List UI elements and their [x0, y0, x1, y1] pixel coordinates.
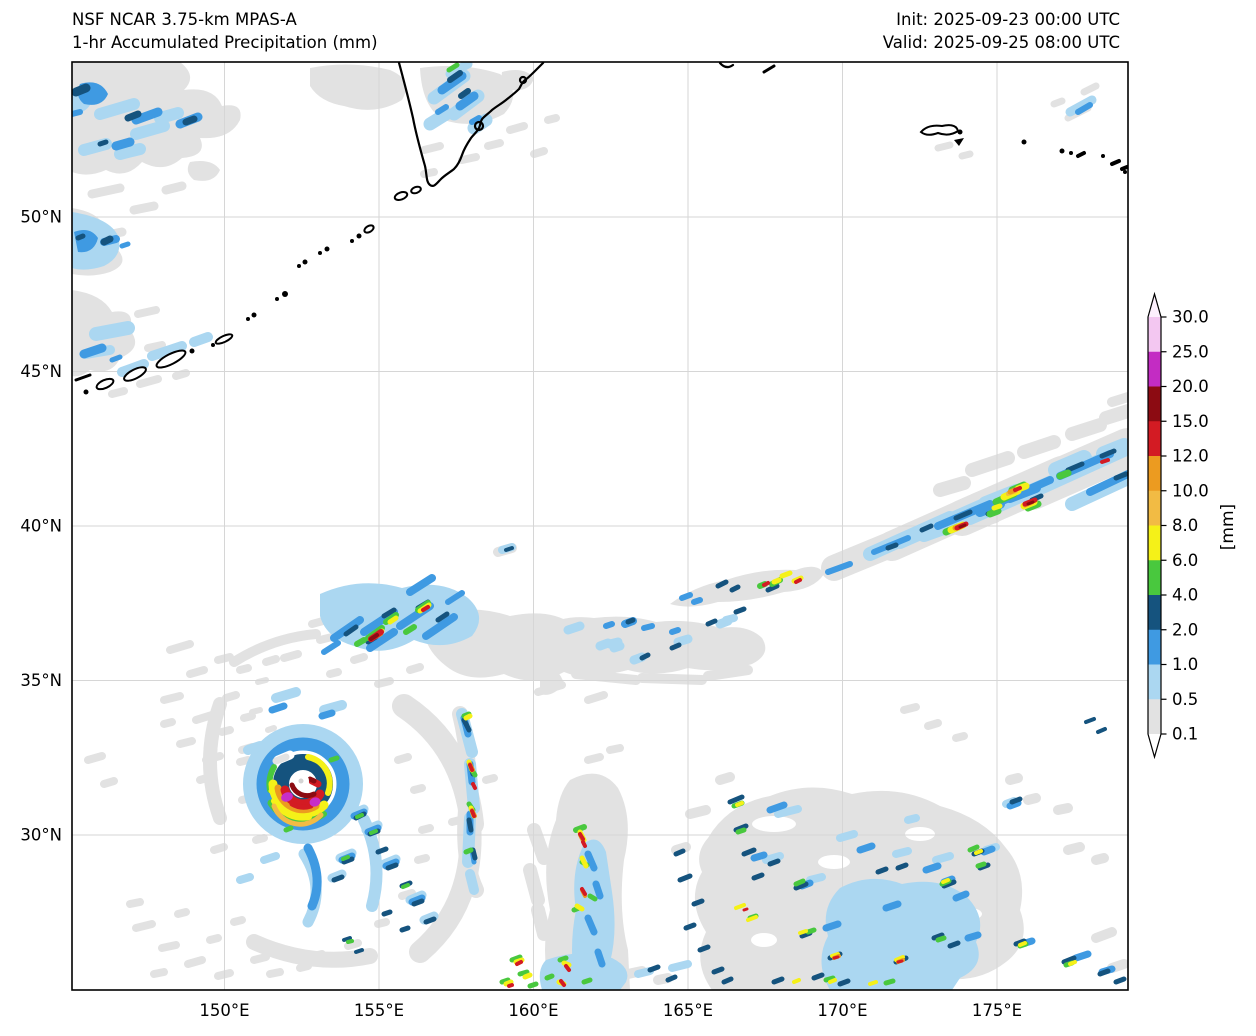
colorbar: 30.0 25.0 20.0 15.0 12.0 10.0 8.0 6.0 4.0 2.0 1.0 0…: [1147, 291, 1238, 760]
lat-lon-gridlines: [72, 62, 1128, 990]
colorbar-segment: [1148, 629, 1161, 665]
precip-layer-magenta-and-eye: [272, 750, 321, 807]
x-tick-label: 160°E: [508, 1001, 558, 1020]
colorbar-segment: [1148, 490, 1161, 526]
commander-aleutian-islands: [762, 64, 1128, 174]
colorbar-tick-label: 0.1: [1172, 725, 1198, 744]
plot-frame: [71, 61, 1129, 991]
y-tick-label: 35°N: [20, 671, 62, 690]
colorbar-under-arrow: [1148, 734, 1161, 757]
x-tick-label: 155°E: [354, 1001, 404, 1020]
field-title: 1-hr Accumulated Precipitation (mm): [72, 33, 378, 52]
colorbar-tick-label: 15.0: [1172, 412, 1209, 431]
colorbar-tick-label: 1.0: [1172, 655, 1198, 674]
colorbar-segment: [1148, 421, 1161, 457]
x-tick-label: 170°E: [817, 1001, 867, 1020]
colorbar-over-arrow: [1148, 294, 1161, 317]
colorbar-tick-label: 25.0: [1172, 342, 1209, 361]
colorbar-tick-label: 12.0: [1172, 447, 1209, 466]
colorbar-segment: [1148, 699, 1161, 735]
colorbar-segment: [1148, 351, 1161, 387]
colorbar-segment: [1148, 595, 1161, 631]
valid-time-label: Valid: 2025-09-25 08:00 UTC: [883, 33, 1120, 52]
colorbar-tick-label: 10.0: [1172, 481, 1209, 500]
colorbar-tick-label: 6.0: [1172, 551, 1198, 570]
colorbar-segment: [1148, 525, 1161, 561]
x-tick-label: 175°E: [972, 1001, 1022, 1020]
y-tick-label: 40°N: [20, 517, 62, 536]
x-tick-label: 165°E: [663, 1001, 713, 1020]
init-time-label: Init: 2025-09-23 00:00 UTC: [896, 10, 1120, 29]
colorbar-tick-label: 2.0: [1172, 620, 1198, 639]
colorbar-tick-label: 30.0: [1172, 308, 1209, 327]
colorbar-segment: [1148, 664, 1161, 700]
colorbar-segment: [1148, 456, 1161, 492]
axis-labels: 150°E 155°E 160°E 165°E 170°E 175°E 50°N 45°N 40…: [20, 208, 1022, 1021]
y-tick-label: 30°N: [20, 826, 62, 845]
colorbar-segment: [1148, 386, 1161, 422]
colorbar-tick-label: 20.0: [1172, 377, 1209, 396]
colorbar-unit-label: [mm]: [1218, 504, 1238, 550]
x-tick-label: 150°E: [199, 1001, 249, 1020]
kuril-islands: [74, 185, 422, 395]
colorbar-tick-label: 4.0: [1172, 586, 1198, 605]
colorbar-tick-label: 0.5: [1172, 690, 1198, 709]
coastline-layer: [74, 62, 1128, 395]
colorbar-tick-label: 8.0: [1172, 516, 1198, 535]
y-tick-label: 45°N: [20, 362, 62, 381]
model-title: NSF NCAR 3.75-km MPAS-A: [72, 10, 297, 29]
colorbar-segment: [1148, 560, 1161, 596]
precip-layer-darkred: [289, 500, 1035, 799]
y-tick-label: 50°N: [20, 208, 62, 227]
map-area: [72, 62, 1128, 990]
colorbar-segment: [1148, 317, 1161, 353]
